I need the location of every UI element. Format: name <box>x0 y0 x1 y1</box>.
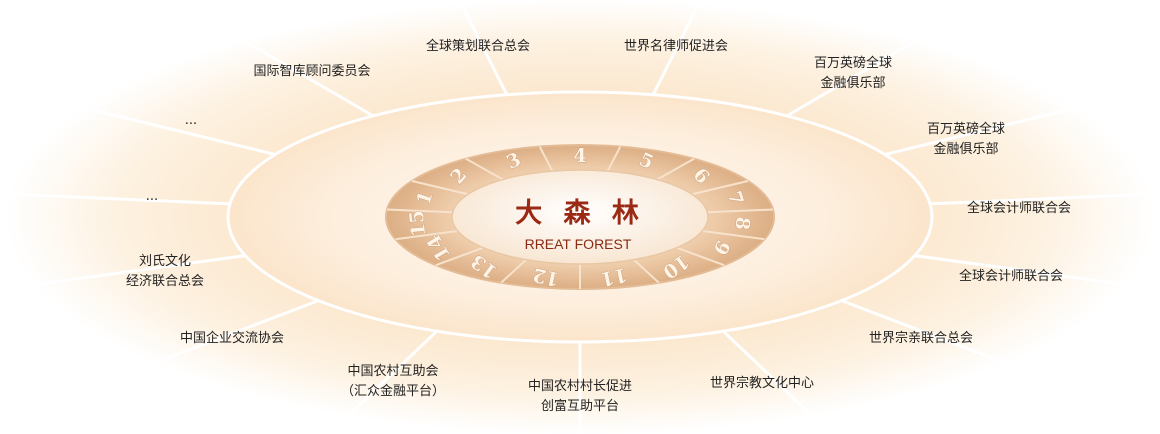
center-hub: 大 森 林 RREAT FOREST <box>515 198 645 252</box>
organization-label: 全球会计师联合会 <box>959 267 1063 287</box>
section-divider <box>60 100 276 156</box>
organization-label: 中国农村互助会 （汇众金融平台） <box>341 362 445 402</box>
section-divider <box>841 299 1027 373</box>
organization-label: ... <box>185 111 197 131</box>
organization-label: 全球策划联合总会 <box>426 37 530 57</box>
ring-number: 8 <box>730 216 753 231</box>
section-divider <box>226 29 374 118</box>
organization-label-line: 创富互助平台 <box>540 399 620 414</box>
organization-label-line: （汇众金融平台） <box>340 384 446 399</box>
organization-label-line: 刘氏文化 <box>138 254 192 269</box>
ring-divider <box>654 157 695 182</box>
organization-label: 世界宗教文化中心 <box>710 374 814 394</box>
center-subtitle: RREAT FOREST <box>525 236 632 252</box>
organization-label-line: 世界宗亲联合总会 <box>868 331 974 346</box>
ring-divider <box>411 180 470 196</box>
organization-label-line: ... <box>145 189 159 204</box>
ring-divider <box>395 229 459 241</box>
ring-divider <box>674 246 725 267</box>
center-ellipse <box>451 169 709 265</box>
ring-divider <box>631 257 660 284</box>
section-divider <box>914 254 1151 290</box>
organization-label: 世界宗亲联合总会 <box>869 329 973 349</box>
organization-label-line: 全球会计师联合会 <box>958 269 1064 284</box>
organization-label: 中国企业交流协会 <box>180 329 284 349</box>
organization-label: 中国农村村长促进 创富互助平台 <box>528 377 632 417</box>
ring-number: 12 <box>531 263 561 290</box>
section-divider <box>651 0 703 96</box>
organization-label-line: 全球会计师联合会 <box>966 201 1072 216</box>
ring-divider <box>538 146 555 174</box>
organization-label-line: 百万英磅全球 <box>926 122 1006 137</box>
section-divider <box>457 0 509 96</box>
section-divider <box>786 29 934 118</box>
organization-label: 国际智库顾问委员会 <box>253 62 370 82</box>
organization-label: 世界名律师促进会 <box>624 37 728 57</box>
organization-label-line: ... <box>184 113 198 128</box>
organization-label: 刘氏文化经济联合总会 <box>126 252 204 292</box>
organization-label: 百万英磅全球 金融俱乐部 <box>814 54 892 94</box>
organization-label-line: 全球策划联合总会 <box>425 39 531 54</box>
section-divider <box>133 299 319 373</box>
ring-divider <box>690 180 749 196</box>
organization-label-line: 百万英磅全球 <box>813 56 893 71</box>
section-divider <box>9 254 246 290</box>
ring-divider <box>701 229 765 241</box>
organization-label-line: 中国农村互助会 <box>347 364 439 379</box>
ring-divider <box>465 157 506 182</box>
ring-divider <box>605 146 622 174</box>
section-divider <box>334 330 438 429</box>
organization-label-line: 世界名律师促进会 <box>623 39 729 54</box>
organization-label-line: 中国农村村长促进 <box>527 379 633 394</box>
organization-label: ... <box>146 187 158 207</box>
section-divider <box>930 192 1160 206</box>
section-divider <box>0 192 230 206</box>
center-title: 大 森 林 <box>515 198 645 229</box>
organization-label-line: 世界宗教文化中心 <box>709 376 815 391</box>
ring-number: 15 <box>406 209 431 238</box>
section-divider <box>722 330 826 429</box>
organization-label-line: 中国企业交流协会 <box>179 331 285 346</box>
ring-divider <box>500 257 529 284</box>
organization-label-line: 金融俱乐部 <box>820 76 886 91</box>
organization-label-line: 经济联合总会 <box>125 274 205 289</box>
ring-divider <box>707 208 773 214</box>
section-divider <box>884 100 1100 156</box>
ring-number: 4 <box>573 145 586 167</box>
ring-divider <box>435 246 486 267</box>
organization-label: 百万英磅全球 金融俱乐部 <box>927 120 1005 160</box>
organization-label-line: 国际智库顾问委员会 <box>253 64 371 79</box>
organization-label-line: 金融俱乐部 <box>933 142 999 157</box>
ring-divider <box>387 208 453 214</box>
organization-label: 全球会计师联合会 <box>967 199 1071 219</box>
